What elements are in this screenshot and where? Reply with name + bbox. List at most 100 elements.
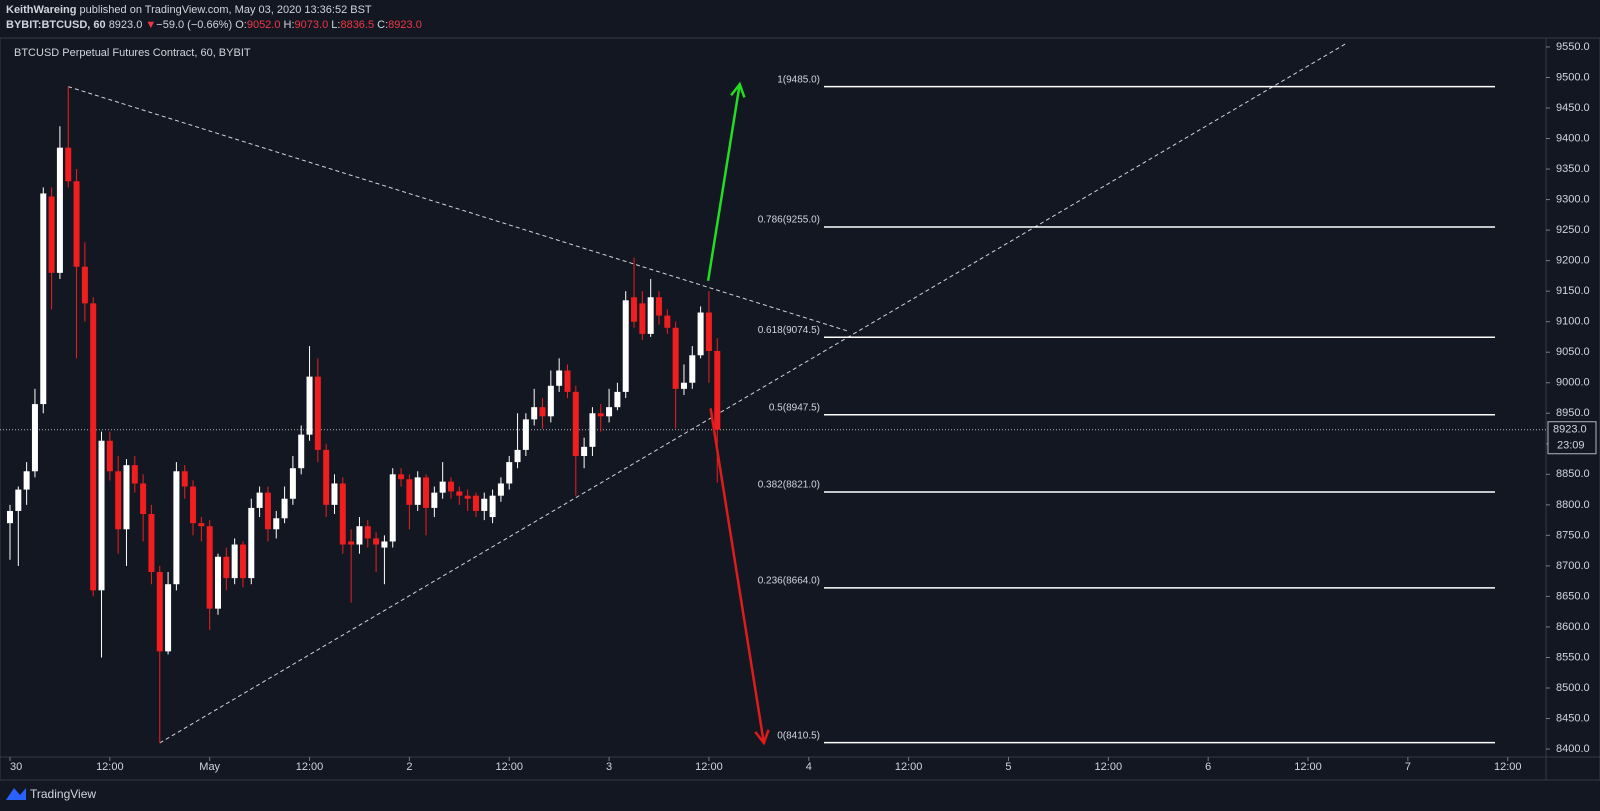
- change: −59.0 (−0.66%): [156, 19, 233, 31]
- published: published on TradingView.com, May 03, 20…: [76, 4, 372, 16]
- candle-body: [522, 419, 529, 450]
- x-tick-label: 3: [606, 761, 612, 773]
- candle-body: [273, 518, 280, 530]
- x-tick-label: 12:00: [1294, 761, 1322, 773]
- candle-body: [231, 544, 238, 579]
- candle-body: [664, 315, 671, 328]
- candle-body: [223, 556, 230, 579]
- candle-body: [131, 465, 138, 484]
- y-tick-label: 9100.0: [1556, 316, 1590, 328]
- y-tick-label: 9200.0: [1556, 255, 1590, 267]
- y-tick-label: 8700.0: [1556, 560, 1590, 572]
- candle-body: [56, 147, 63, 273]
- candle-body: [406, 479, 413, 505]
- tv-logo: [6, 788, 26, 800]
- l-label: L:: [331, 19, 341, 31]
- y-tick-label: 8800.0: [1556, 499, 1590, 511]
- trendline: [159, 43, 1346, 744]
- candle-body: [40, 193, 47, 405]
- fib-label: 0.786(9255.0): [758, 215, 820, 226]
- candle-body: [680, 382, 687, 389]
- y-tick-label: 8950.0: [1556, 407, 1590, 419]
- candle-body: [514, 449, 521, 463]
- y-tick-label: 8400.0: [1556, 743, 1590, 755]
- candle-body: [23, 471, 30, 490]
- candle-body: [256, 492, 263, 508]
- candle-body: [364, 526, 371, 539]
- arrow: [706, 83, 741, 281]
- candle-body: [81, 266, 88, 304]
- candle-body: [531, 407, 538, 420]
- candle-body: [106, 440, 113, 472]
- candle-body: [348, 541, 355, 545]
- candle-body: [714, 350, 721, 430]
- candle-body: [589, 413, 596, 447]
- x-tick-label: 2: [406, 761, 412, 773]
- x-tick-label: 12:00: [1095, 761, 1123, 773]
- candle-body: [190, 486, 197, 524]
- candle-body: [447, 481, 454, 492]
- candle-body: [414, 477, 421, 505]
- fib-label: 0(8410.5): [777, 730, 820, 741]
- x-tick-label: 7: [1405, 761, 1411, 773]
- candle-body: [65, 147, 72, 182]
- y-tick-label: 8450.0: [1556, 712, 1590, 724]
- y-tick-label: 9500.0: [1556, 71, 1590, 83]
- candle-body: [581, 446, 588, 457]
- candle-body: [697, 312, 704, 356]
- candle-body: [389, 474, 396, 542]
- candle-body: [115, 471, 122, 530]
- x-tick-label: 5: [1005, 761, 1011, 773]
- last-price-label: 8923.0: [1553, 424, 1587, 436]
- candle-body: [331, 483, 338, 505]
- y-tick-label: 8650.0: [1556, 590, 1590, 602]
- candle-body: [298, 434, 305, 469]
- c: 8923.0: [388, 19, 422, 31]
- fib-label: 0.236(8664.0): [758, 576, 820, 587]
- candle-body: [481, 498, 488, 511]
- candle-body: [306, 376, 313, 435]
- author: KeithWareing: [6, 4, 77, 16]
- x-tick-label: 12:00: [695, 761, 723, 773]
- candle-body: [239, 544, 246, 579]
- candle-body: [264, 492, 271, 530]
- candle-body: [398, 474, 405, 480]
- candle-body: [423, 477, 430, 508]
- candle-body: [98, 440, 105, 591]
- candle-body: [672, 327, 679, 389]
- x-tick-label: 30: [10, 761, 22, 773]
- x-tick-label: 12:00: [96, 761, 124, 773]
- candle-body: [597, 413, 604, 417]
- header-line-2: BYBIT:BTCUSD, 60 8923.0 ▼−59.0 (−0.66%) …: [6, 19, 422, 31]
- candle-body: [689, 355, 696, 383]
- candle-body: [456, 491, 463, 496]
- candle-body: [639, 303, 646, 334]
- footer-brand: TradingView: [30, 787, 96, 801]
- candle-body: [539, 407, 546, 417]
- candle-body: [215, 556, 222, 609]
- candle-body: [497, 483, 504, 496]
- x-tick-label: 4: [806, 761, 812, 773]
- arrow: ▼: [145, 19, 157, 31]
- candle-body: [339, 483, 346, 545]
- candle-body: [556, 370, 563, 386]
- fib-label: 1(9485.0): [777, 74, 820, 85]
- candle-body: [472, 495, 479, 511]
- y-tick-label: 9400.0: [1556, 132, 1590, 144]
- candle-body: [373, 538, 380, 545]
- fib-label: 0.382(8821.0): [758, 480, 820, 491]
- candle-body: [73, 181, 80, 267]
- countdown-label: 23:09: [1557, 440, 1585, 452]
- chart-title: BTCUSD Perpetual Futures Contract, 60, B…: [14, 47, 251, 59]
- y-tick-label: 8500.0: [1556, 682, 1590, 694]
- y-tick-label: 8600.0: [1556, 621, 1590, 633]
- candle-body: [381, 541, 388, 548]
- candle-body: [547, 385, 554, 417]
- candle-body: [206, 526, 213, 609]
- candle-body: [489, 495, 496, 518]
- y-tick-label: 9550.0: [1556, 41, 1590, 53]
- arrow-head: [730, 81, 746, 98]
- h-label: H:: [283, 19, 295, 31]
- y-tick-label: 9350.0: [1556, 163, 1590, 175]
